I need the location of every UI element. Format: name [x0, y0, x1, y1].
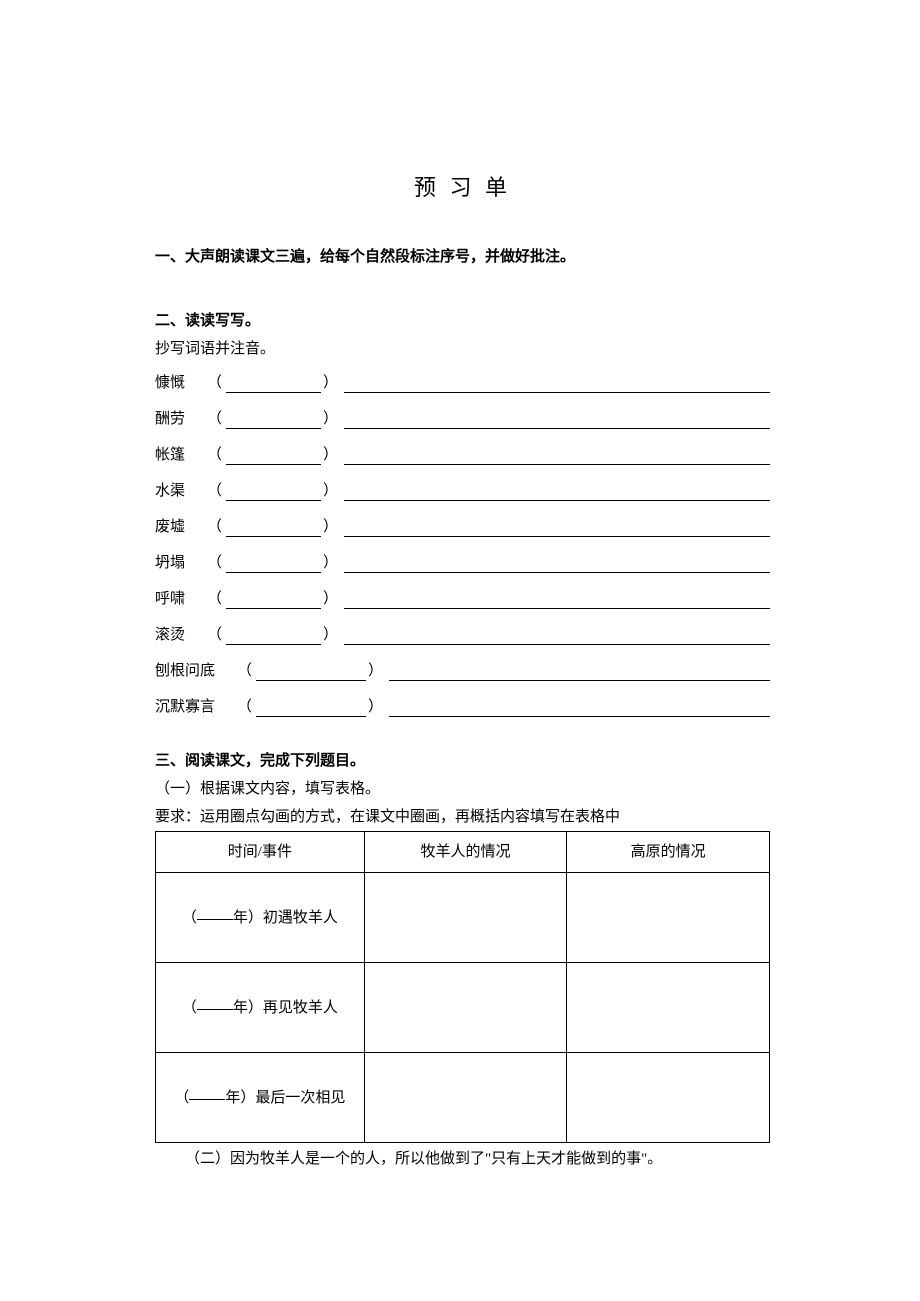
close-paren: ） — [323, 371, 338, 395]
content-table: 时间/事件 牧羊人的情况 高原的情况 （年）初遇牧羊人 （年）再见牧羊人 （年）… — [155, 831, 770, 1143]
word-row: 酬劳 （ ） — [155, 409, 770, 431]
close-paren: ） — [323, 479, 338, 503]
open-paren: （ — [182, 910, 197, 926]
close-paren: ） — [368, 659, 383, 683]
table-row: （ 年）初遇牧羊人 — [156, 873, 770, 963]
table-header: 时间/事件 — [156, 832, 365, 873]
word-row: 沉默寡言 （ ） — [155, 697, 770, 719]
copy-blank[interactable] — [344, 428, 770, 429]
open-paren: （ — [207, 515, 222, 539]
table-cell-blank[interactable] — [364, 1053, 567, 1143]
event-text: 再见牧羊人 — [263, 1000, 338, 1016]
pinyin-blank[interactable] — [226, 644, 321, 645]
section-2-subtext: 抄写词语并注音。 — [155, 337, 770, 361]
close-paren: ） — [323, 551, 338, 575]
year-blank[interactable] — [189, 1099, 225, 1100]
close-paren: ） — [323, 407, 338, 431]
word-label: 慷慨 — [155, 371, 207, 395]
pinyin-blank[interactable] — [226, 608, 321, 609]
copy-blank[interactable] — [344, 572, 770, 573]
word-row: 废墟 （ ） — [155, 517, 770, 539]
word-label: 酬劳 — [155, 407, 207, 431]
word-row: 坍塌 （ ） — [155, 553, 770, 575]
word-label: 呼啸 — [155, 587, 207, 611]
copy-blank[interactable] — [389, 680, 770, 681]
event-text: 初遇牧羊人 — [263, 910, 338, 926]
pinyin-blank[interactable] — [226, 572, 321, 573]
table-cell-blank[interactable] — [567, 873, 770, 963]
table-row: （ 年）最后一次相见 — [156, 1053, 770, 1143]
copy-blank[interactable] — [344, 608, 770, 609]
close-paren: ） — [323, 587, 338, 611]
worksheet-title: 预 习 单 — [155, 170, 770, 205]
year-blank[interactable] — [197, 1009, 233, 1010]
pinyin-blank[interactable] — [226, 392, 321, 393]
open-paren: （ — [237, 659, 252, 683]
table-header: 高原的情况 — [567, 832, 770, 873]
table-row: （ 年）再见牧羊人 — [156, 963, 770, 1053]
word-label: 滚烫 — [155, 623, 207, 647]
table-header-row: 时间/事件 牧羊人的情况 高原的情况 — [156, 832, 770, 873]
table-cell-blank[interactable] — [364, 963, 567, 1053]
open-paren: （ — [207, 371, 222, 395]
copy-blank[interactable] — [344, 500, 770, 501]
copy-blank[interactable] — [344, 392, 770, 393]
open-paren: （ — [207, 587, 222, 611]
section-3-requirement: 要求：运用圈点勾画的方式，在课文中圈画，再概括内容填写在表格中 — [155, 805, 770, 829]
copy-blank[interactable] — [344, 464, 770, 465]
section-3-sub1: （一）根据课文内容，填写表格。 — [155, 777, 770, 801]
close-paren: ） — [323, 515, 338, 539]
word-label: 水渠 — [155, 479, 207, 503]
section-1-heading: 一、大声朗读课文三遍，给每个自然段标注序号，并做好批注。 — [155, 245, 770, 269]
open-paren: （ — [174, 1090, 189, 1106]
section-3-heading: 三、阅读课文，完成下列题目。 — [155, 749, 770, 773]
year-blank[interactable] — [197, 919, 233, 920]
copy-blank[interactable] — [344, 644, 770, 645]
table-cell-event: （ 年）初遇牧羊人 — [156, 873, 365, 963]
word-label: 坍塌 — [155, 551, 207, 575]
year-suffix: 年） — [233, 910, 263, 926]
word-row: 慷慨 （ ） — [155, 373, 770, 395]
open-paren: （ — [237, 695, 252, 719]
word-label: 沉默寡言 — [155, 695, 237, 719]
close-paren: ） — [323, 623, 338, 647]
word-label: 刨根问底 — [155, 659, 237, 683]
open-paren: （ — [207, 623, 222, 647]
word-row: 呼啸 （ ） — [155, 589, 770, 611]
table-cell-blank[interactable] — [364, 873, 567, 963]
open-paren: （ — [182, 1000, 197, 1016]
copy-blank[interactable] — [344, 536, 770, 537]
word-label: 帐篷 — [155, 443, 207, 467]
close-paren: ） — [368, 695, 383, 719]
word-row: 水渠 （ ） — [155, 481, 770, 503]
pinyin-blank[interactable] — [226, 464, 321, 465]
open-paren: （ — [207, 479, 222, 503]
pinyin-blank[interactable] — [226, 500, 321, 501]
pinyin-blank[interactable] — [226, 428, 321, 429]
table-cell-event: （ 年）最后一次相见 — [156, 1053, 365, 1143]
event-text: 最后一次相见 — [255, 1090, 345, 1106]
year-suffix: 年） — [233, 1000, 263, 1016]
table-header: 牧羊人的情况 — [364, 832, 567, 873]
table-cell-event: （ 年）再见牧羊人 — [156, 963, 365, 1053]
open-paren: （ — [207, 551, 222, 575]
pinyin-blank[interactable] — [256, 680, 366, 681]
year-suffix: 年） — [225, 1090, 255, 1106]
table-cell-blank[interactable] — [567, 963, 770, 1053]
close-paren: ） — [323, 443, 338, 467]
copy-blank[interactable] — [389, 716, 770, 717]
word-label: 废墟 — [155, 515, 207, 539]
word-row: 帐篷 （ ） — [155, 445, 770, 467]
pinyin-blank[interactable] — [256, 716, 366, 717]
section-2-heading: 二、读读写写。 — [155, 309, 770, 333]
open-paren: （ — [207, 407, 222, 431]
table-cell-blank[interactable] — [567, 1053, 770, 1143]
section-3-sub2: （二）因为牧羊人是一个的人，所以他做到了"只有上天才能做到的事"。 — [155, 1147, 770, 1171]
pinyin-blank[interactable] — [226, 536, 321, 537]
open-paren: （ — [207, 443, 222, 467]
word-row: 刨根问底 （ ） — [155, 661, 770, 683]
word-row: 滚烫 （ ） — [155, 625, 770, 647]
